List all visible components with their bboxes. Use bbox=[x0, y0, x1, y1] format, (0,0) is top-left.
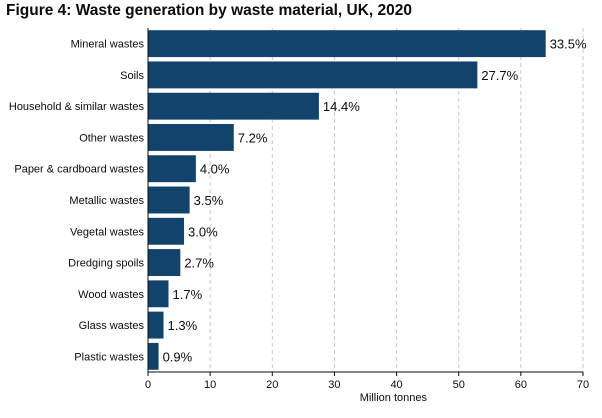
data-label: 4.0% bbox=[200, 162, 230, 177]
category-label: Glass wastes bbox=[79, 320, 145, 332]
category-labels: Mineral wastes Soils Household & similar w… bbox=[9, 39, 145, 364]
bar bbox=[148, 155, 196, 183]
bar bbox=[148, 311, 164, 339]
data-label: 0.9% bbox=[163, 349, 193, 364]
bar bbox=[148, 280, 169, 308]
category-label: Metallic wastes bbox=[69, 195, 144, 207]
x-axis-label: Million tonnes bbox=[360, 392, 428, 404]
category-label: Dredging spoils bbox=[68, 258, 144, 270]
bar bbox=[148, 124, 234, 151]
data-label: 3.0% bbox=[188, 224, 218, 239]
chart-title: Figure 4: Waste generation by waste mate… bbox=[6, 2, 413, 19]
data-labels: 33.5% 27.7% 14.4% 7.2% 4.0% 3.5% 3.0% 2.7% 1.7% 1… bbox=[163, 37, 587, 365]
data-label: 1.7% bbox=[173, 287, 203, 302]
data-label: 33.5% bbox=[550, 37, 587, 52]
category-label: Household & similar wastes bbox=[9, 101, 145, 113]
x-axis: 0 10 20 30 40 50 60 70 bbox=[145, 28, 589, 391]
category-label: Plastic wastes bbox=[74, 351, 144, 363]
bar bbox=[148, 342, 159, 370]
bar bbox=[148, 186, 190, 214]
data-label: 3.5% bbox=[194, 193, 224, 208]
x-tick-label: 30 bbox=[328, 379, 340, 391]
bar bbox=[148, 249, 181, 276]
data-label: 14.4% bbox=[323, 99, 360, 114]
bar bbox=[148, 92, 319, 120]
bar bbox=[148, 30, 546, 58]
category-label: Soils bbox=[120, 70, 144, 82]
category-label: Mineral wastes bbox=[71, 39, 145, 51]
category-label: Vegetal wastes bbox=[70, 226, 144, 238]
x-tick-label: 0 bbox=[145, 379, 151, 391]
x-tick-label: 20 bbox=[266, 379, 278, 391]
data-label: 7.2% bbox=[238, 130, 268, 145]
data-label: 2.7% bbox=[184, 256, 214, 271]
data-label: 27.7% bbox=[481, 68, 518, 83]
bars bbox=[148, 30, 546, 370]
category-label: Paper & cardboard wastes bbox=[14, 164, 144, 176]
data-label: 1.3% bbox=[168, 318, 198, 333]
x-tick-label: 60 bbox=[515, 379, 527, 391]
bar bbox=[148, 61, 478, 89]
category-label: Wood wastes bbox=[78, 289, 144, 301]
x-tick-label: 70 bbox=[577, 379, 589, 391]
x-tick-label: 40 bbox=[390, 379, 402, 391]
bar bbox=[148, 217, 185, 245]
category-label: Other wastes bbox=[79, 132, 144, 144]
x-tick-label: 50 bbox=[453, 379, 465, 391]
x-tick-label: 10 bbox=[204, 379, 216, 391]
